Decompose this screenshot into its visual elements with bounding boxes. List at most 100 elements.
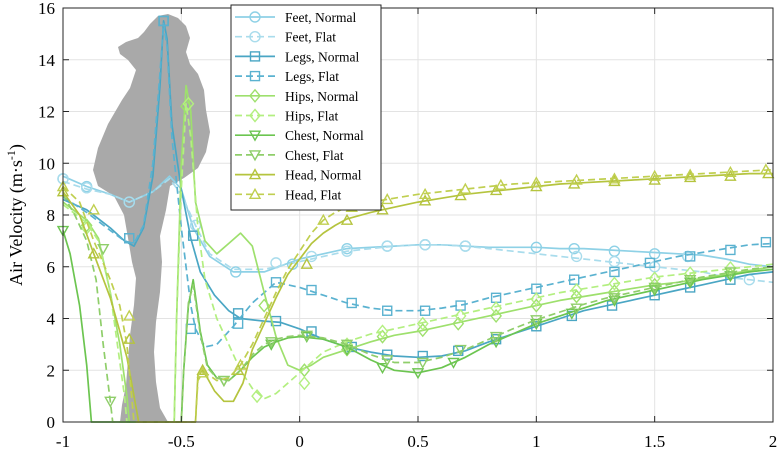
- data-point-marker: [265, 337, 278, 349]
- data-point-marker: [123, 332, 136, 344]
- data-point-marker: [490, 301, 503, 316]
- human-silhouette: [93, 14, 210, 422]
- data-point-marker: [300, 330, 313, 342]
- y-axis-title-close: ): [6, 144, 27, 150]
- data-point-marker: [725, 244, 736, 256]
- series-line: [62, 22, 774, 348]
- data-point-marker: [683, 168, 697, 180]
- data-point-marker: [230, 266, 242, 278]
- legend-marker-sample: [249, 11, 261, 23]
- data-point-marker: [568, 242, 580, 255]
- data-point-marker: [381, 193, 394, 205]
- data-point-marker: [232, 308, 244, 319]
- data-point-marker: [683, 277, 697, 289]
- legend-marker-sample: [249, 51, 261, 62]
- data-point-marker: [340, 213, 354, 225]
- data-point-marker: [570, 289, 583, 304]
- legend-entry: Chest, Flat: [235, 148, 344, 163]
- legend-label: Legs, Flat: [285, 69, 339, 84]
- data-point-marker: [530, 315, 543, 327]
- data-point-marker: [570, 282, 583, 298]
- legend-entry: Feet, Normal: [235, 10, 356, 25]
- legend-marker-sample: [248, 168, 262, 180]
- data-point-marker: [416, 323, 429, 338]
- legend-entry: Hips, Normal: [235, 88, 359, 104]
- x-tick-label: -0.5: [168, 432, 195, 451]
- data-point-marker: [305, 250, 318, 263]
- y-tick-label: 12: [38, 103, 55, 122]
- y-tick-label: 2: [47, 361, 56, 380]
- data-point-marker: [376, 329, 389, 344]
- data-point-marker: [684, 251, 696, 262]
- data-point-marker: [382, 305, 393, 316]
- data-point-marker: [608, 284, 621, 299]
- y-axis-title: Air Velocity (m·s-1): [4, 144, 27, 286]
- legend-marker-sample: [249, 70, 261, 82]
- data-point-marker: [340, 339, 354, 351]
- data-point-marker: [570, 173, 583, 185]
- data-point-marker: [447, 357, 460, 369]
- legend-entry: Feet, Flat: [235, 30, 336, 45]
- data-point-marker: [490, 308, 503, 324]
- data-point-marker: [232, 318, 244, 329]
- legend: Feet, Normal Feet, Flat Legs, Normal Legs, …: [230, 4, 382, 211]
- data-point-marker: [494, 178, 508, 190]
- data-point-marker: [416, 357, 429, 369]
- data-point-marker: [724, 260, 737, 276]
- legend-marker-sample: [248, 150, 262, 162]
- legend-entry: Head, Normal: [235, 168, 362, 183]
- legend-label: Chest, Normal: [285, 128, 364, 143]
- data-point-marker: [411, 368, 425, 380]
- data-point-marker: [530, 176, 543, 188]
- data-point-marker: [648, 271, 661, 286]
- data-point-marker: [609, 266, 620, 278]
- y-axis-title-main: Air Velocity (m·s: [6, 160, 27, 286]
- data-point-marker: [124, 233, 135, 244]
- data-point-marker: [158, 15, 169, 27]
- data-point-marker: [644, 257, 656, 269]
- data-point-marker: [376, 324, 389, 339]
- y-tick-label: 8: [47, 206, 56, 225]
- data-point-marker: [608, 293, 621, 305]
- data-point-marker: [648, 282, 661, 294]
- data-point-marker: [454, 189, 467, 201]
- y-tick-label: 0: [47, 413, 56, 432]
- data-point-marker: [298, 376, 311, 391]
- data-point-marker: [416, 316, 429, 331]
- data-point-marker: [570, 303, 583, 315]
- legend-label: Feet, Flat: [285, 30, 336, 45]
- x-tick-label: 1: [532, 432, 541, 451]
- data-point-marker: [459, 240, 472, 252]
- data-point-marker: [123, 309, 136, 321]
- series-line: [62, 175, 774, 273]
- x-tick-label: 0.5: [407, 432, 428, 451]
- x-tick-label: 1.5: [644, 432, 665, 451]
- legend-label: Feet, Normal: [285, 10, 356, 25]
- data-point-marker: [489, 337, 503, 349]
- data-point-marker: [454, 308, 467, 324]
- data-point-marker: [418, 194, 432, 206]
- legend-entry: Head, Flat: [235, 187, 341, 202]
- data-point-marker: [182, 96, 195, 111]
- data-point-marker: [187, 230, 199, 241]
- data-point-marker: [87, 203, 100, 215]
- data-point-marker: [530, 318, 543, 331]
- legend-label: Head, Flat: [285, 187, 341, 202]
- data-point-marker: [724, 165, 737, 178]
- data-point-marker: [87, 247, 100, 259]
- x-tick-label: 0: [295, 432, 304, 451]
- data-point-marker: [419, 305, 431, 316]
- series-line: [62, 102, 774, 423]
- legend-entry: Chest, Normal: [235, 128, 364, 143]
- y-tick-label: 14: [38, 51, 56, 70]
- data-point-marker: [648, 169, 661, 181]
- data-point-marker: [300, 257, 313, 269]
- data-point-marker: [234, 358, 247, 370]
- data-point-marker: [340, 344, 354, 356]
- data-point-marker: [724, 267, 737, 279]
- legend-entry: Legs, Flat: [235, 69, 339, 84]
- data-point-marker: [196, 363, 209, 375]
- legend-label: Hips, Flat: [285, 109, 339, 124]
- data-point-marker: [648, 285, 661, 297]
